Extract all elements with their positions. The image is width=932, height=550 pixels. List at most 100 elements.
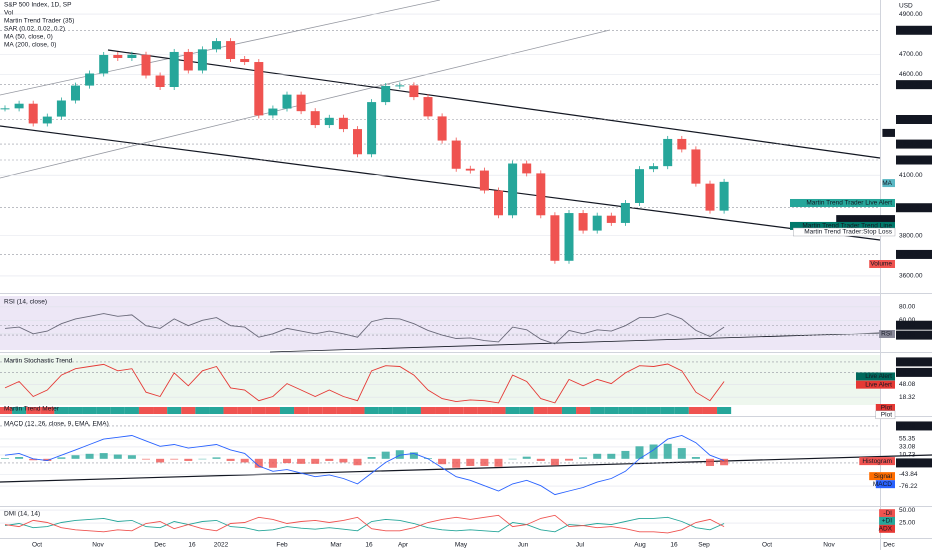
y-tick-label: 18.32 [899, 394, 916, 401]
histogram-bar [508, 458, 517, 460]
stoch-band [0, 355, 880, 405]
meter-cell [223, 407, 238, 414]
series-tag [869, 260, 895, 269]
y-tick-label: 3938.47 [899, 204, 923, 211]
meter-cell [96, 407, 111, 414]
x-tick-label: Jun [518, 542, 529, 549]
histogram-bar [494, 458, 503, 467]
meter-cell [336, 407, 351, 414]
series-tag [875, 410, 896, 420]
histogram-bar [579, 457, 588, 459]
meter-cell [477, 407, 492, 414]
histogram-bar [240, 458, 249, 463]
series-tag [882, 128, 895, 137]
series-line [4, 514, 725, 534]
meter-cell [618, 407, 633, 414]
y-tick-label: 50.00 [899, 507, 916, 514]
meter-cell [294, 407, 309, 414]
series-line [4, 435, 725, 496]
histogram-bar [99, 453, 108, 459]
series-line [4, 313, 725, 345]
histogram-bar [226, 458, 235, 461]
price-label-box [896, 357, 932, 367]
meter-cell [0, 407, 13, 414]
histogram-bar [691, 457, 700, 459]
meter-title: Martin Trend Meter [4, 406, 60, 413]
series-tag [879, 516, 895, 525]
price-label-box [896, 367, 932, 377]
histogram-bar [268, 458, 277, 468]
price-label-box [896, 421, 932, 431]
histogram-bar [677, 448, 686, 459]
histogram-bar [607, 453, 616, 459]
meter-cell [378, 407, 393, 414]
legend-item: MA (50, close, 0) [4, 34, 53, 41]
histogram-bar [649, 444, 658, 459]
series-tag [790, 198, 895, 207]
legend-item: S&P 500 Index, 1D, SP [4, 2, 71, 9]
y-tick-label: 76.29 [899, 369, 916, 376]
series-tag-label: Plot [881, 405, 892, 412]
histogram-bar [353, 458, 362, 466]
meter-cell [12, 407, 27, 414]
meter-cell [195, 407, 210, 414]
histogram-bar [536, 458, 545, 461]
y-tick-label: 55.35 [899, 436, 916, 443]
meter-cell [674, 407, 689, 414]
y-tick-label: 4254.45 [899, 141, 923, 148]
histogram-bar [212, 457, 221, 459]
histogram-bar [550, 458, 559, 466]
y-tick-label: 4549.66 [899, 81, 923, 88]
meter-cell [491, 407, 506, 414]
histogram-bar [113, 454, 122, 459]
meter-cell [717, 407, 732, 414]
currency-label: USD [899, 3, 913, 10]
series-tag-label: MACD [873, 481, 892, 488]
meter-cell [138, 407, 154, 414]
series-tag-label: ADX [879, 526, 893, 533]
histogram-bar [325, 458, 334, 461]
series-tag-label: MA [882, 180, 892, 187]
meter-cell [54, 407, 69, 414]
x-tick-label: Mar [330, 542, 342, 549]
pane-title: Martin Stochastic Trend [4, 358, 73, 365]
meter-cell [279, 407, 295, 414]
histogram-bar [1, 458, 9, 459]
y-tick-label: 3600.00 [899, 273, 923, 280]
histogram-bar [565, 458, 573, 461]
series-tag [836, 215, 895, 224]
histogram-bar [452, 458, 461, 468]
x-tick-label: May [455, 542, 468, 549]
histogram-bar [43, 458, 52, 461]
price-label-box [896, 203, 932, 213]
x-tick-label: Jul [576, 542, 585, 549]
y-tick-label: 52.68 [899, 322, 916, 329]
series-tag-label: SAR:ParabolicSAR [836, 216, 892, 223]
meter-cell [435, 407, 450, 414]
histogram-bar [720, 458, 729, 466]
meter-cell [40, 407, 55, 414]
y-tick-label: -43.84 [899, 471, 918, 478]
y-tick-label: 80.00 [899, 304, 916, 311]
series-tag-label: Martin Trend Trader:Stop Loss [804, 229, 893, 236]
meter-cell [463, 407, 478, 414]
series-tag-label: Live Alert [865, 373, 892, 380]
price-label-box [896, 80, 932, 90]
meter-cell [449, 407, 464, 414]
legend-item: Vol [4, 10, 14, 17]
meter-cell [533, 407, 548, 414]
meter-cell [547, 407, 562, 414]
histogram-bar [283, 458, 291, 464]
rsi-band [0, 296, 880, 350]
histogram-bar [381, 451, 390, 459]
histogram-bar [593, 453, 602, 459]
series-tag [879, 524, 895, 533]
histogram-bar [409, 452, 418, 459]
x-tick-label: 16 [188, 542, 196, 549]
meter-cell [350, 407, 365, 414]
series-tag [856, 380, 895, 389]
histogram-bar [297, 458, 306, 464]
y-tick-label: -76.22 [899, 483, 918, 490]
meter-cell [590, 407, 605, 414]
